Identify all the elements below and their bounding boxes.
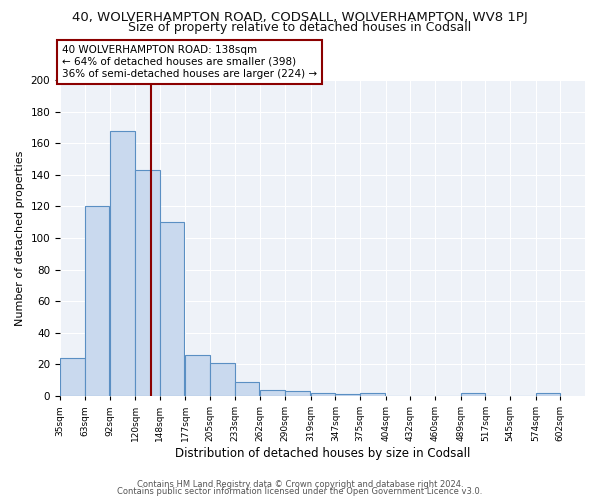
Bar	[185, 355, 210, 396]
Bar	[60, 358, 85, 396]
Bar	[210, 363, 235, 396]
Bar	[536, 393, 560, 396]
Text: Contains public sector information licensed under the Open Government Licence v3: Contains public sector information licen…	[118, 487, 482, 496]
Bar	[335, 394, 360, 396]
Text: Contains HM Land Registry data © Crown copyright and database right 2024.: Contains HM Land Registry data © Crown c…	[137, 480, 463, 489]
Bar	[160, 222, 184, 396]
Bar	[311, 393, 335, 396]
Bar	[135, 170, 160, 396]
Bar	[110, 130, 135, 396]
Text: Size of property relative to detached houses in Codsall: Size of property relative to detached ho…	[128, 22, 472, 35]
Bar	[285, 392, 310, 396]
Bar	[360, 393, 385, 396]
Y-axis label: Number of detached properties: Number of detached properties	[15, 150, 25, 326]
Text: 40, WOLVERHAMPTON ROAD, CODSALL, WOLVERHAMPTON, WV8 1PJ: 40, WOLVERHAMPTON ROAD, CODSALL, WOLVERH…	[72, 11, 528, 24]
Text: 40 WOLVERHAMPTON ROAD: 138sqm
← 64% of detached houses are smaller (398)
36% of : 40 WOLVERHAMPTON ROAD: 138sqm ← 64% of d…	[62, 46, 317, 78]
X-axis label: Distribution of detached houses by size in Codsall: Distribution of detached houses by size …	[175, 447, 470, 460]
Bar	[235, 382, 259, 396]
Bar	[85, 206, 109, 396]
Bar	[260, 390, 285, 396]
Bar	[461, 393, 485, 396]
